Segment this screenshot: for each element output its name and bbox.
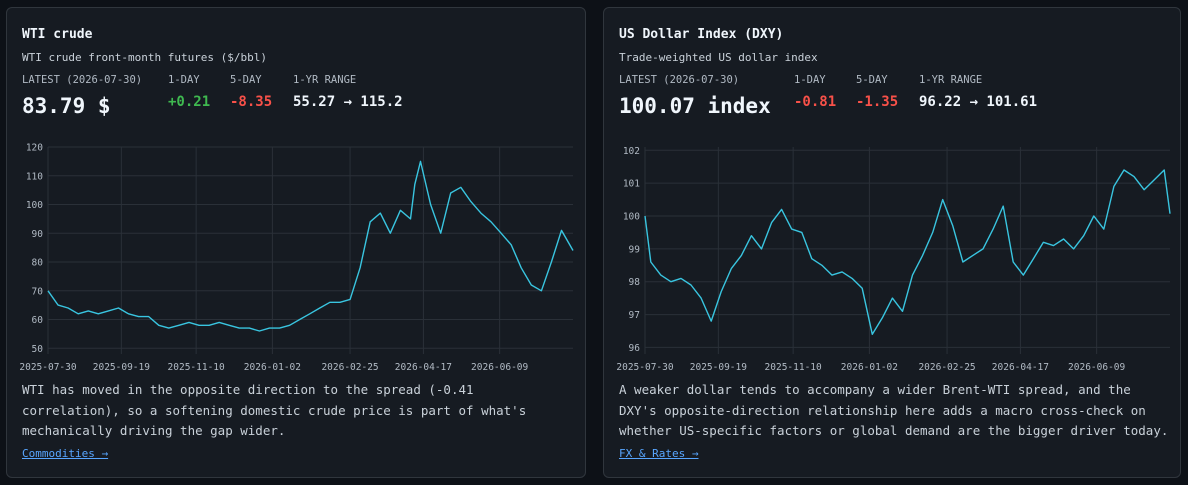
y-tick-label: 60 xyxy=(32,315,44,326)
range-label: 1-YR RANGE xyxy=(293,74,357,86)
y-tick-label: 102 xyxy=(623,146,640,157)
latest-value: 83.79 $ xyxy=(22,94,111,118)
y-tick-label: 50 xyxy=(32,344,44,355)
commentary-text: WTI has moved in the opposite direction … xyxy=(22,382,527,438)
commentary-text: A weaker dollar tends to accompany a wid… xyxy=(619,382,1169,438)
dxy-card: US Dollar Index (DXY) Trade-weighted US … xyxy=(603,7,1181,478)
x-tick-label: 2025-07-30 xyxy=(19,362,76,373)
dxy-index-chart: 96 97 98 99 100 101 102 2025-07-30 2025-09-19 202… xyxy=(616,146,1171,373)
wti-price-chart: 50 60 70 80 90 100 110 120 2025-07-30 2025-09-19 2… xyxy=(19,143,574,373)
y-tick-label: 70 xyxy=(32,286,44,297)
range-value: 96.22 → 101.61 xyxy=(919,94,1038,110)
x-tick-label: 2025-07-30 xyxy=(616,362,673,373)
x-tick-label: 2026-06-09 xyxy=(1068,362,1125,373)
y-tick-label: 120 xyxy=(26,143,43,154)
five-day-value: -8.35 xyxy=(230,94,273,110)
y-tick-label: 110 xyxy=(26,171,43,182)
x-tick-label: 2026-04-17 xyxy=(992,362,1049,373)
series-line xyxy=(47,160,574,332)
y-tick-label: 90 xyxy=(32,229,44,240)
x-tick-label: 2025-11-10 xyxy=(168,362,225,373)
y-tick-label: 99 xyxy=(629,244,641,255)
card-title: US Dollar Index (DXY) xyxy=(619,27,784,42)
x-tick-label: 2025-09-19 xyxy=(690,362,747,373)
x-tick-label: 2026-04-17 xyxy=(395,362,452,373)
latest-label: LATEST (2026-07-30) xyxy=(619,74,740,86)
latest-label: LATEST (2026-07-30) xyxy=(22,74,143,86)
y-tick-label: 100 xyxy=(623,212,640,223)
one-day-label: 1-DAY xyxy=(794,74,826,86)
five-day-value: -1.35 xyxy=(856,94,899,110)
card-subtitle: Trade-weighted US dollar index xyxy=(619,51,818,64)
x-tick-label: 2026-01-02 xyxy=(841,362,898,373)
card-subtitle: WTI crude front-month futures ($/bbl) xyxy=(22,51,268,64)
series-line xyxy=(644,169,1171,336)
x-tick-label: 2026-01-02 xyxy=(244,362,301,373)
one-day-label: 1-DAY xyxy=(168,74,200,86)
x-tick-label: 2026-02-25 xyxy=(321,362,378,373)
y-tick-label: 80 xyxy=(32,258,44,269)
x-tick-label: 2026-02-25 xyxy=(918,362,975,373)
y-tick-label: 101 xyxy=(623,179,640,190)
x-tick-label: 2025-09-19 xyxy=(93,362,150,373)
one-day-value: -0.81 xyxy=(794,94,837,110)
x-tick-label: 2025-11-10 xyxy=(765,362,822,373)
commodities-link[interactable]: Commodities → xyxy=(22,447,109,460)
y-tick-label: 100 xyxy=(26,200,43,211)
x-tick-label: 2026-06-09 xyxy=(471,362,528,373)
five-day-label: 5-DAY xyxy=(230,74,262,86)
range-label: 1-YR RANGE xyxy=(919,74,983,86)
range-value: 55.27 → 115.2 xyxy=(293,94,403,110)
card-title: WTI crude xyxy=(22,27,93,42)
y-tick-label: 96 xyxy=(629,343,641,354)
five-day-label: 5-DAY xyxy=(856,74,888,86)
y-tick-label: 98 xyxy=(629,277,641,288)
one-day-value: +0.21 xyxy=(168,94,211,110)
fx-rates-link[interactable]: FX & Rates → xyxy=(619,447,699,460)
y-tick-label: 97 xyxy=(629,310,640,321)
latest-value: 100.07 index xyxy=(619,94,771,118)
wti-card: WTI crude WTI crude front-month futures … xyxy=(6,7,586,478)
